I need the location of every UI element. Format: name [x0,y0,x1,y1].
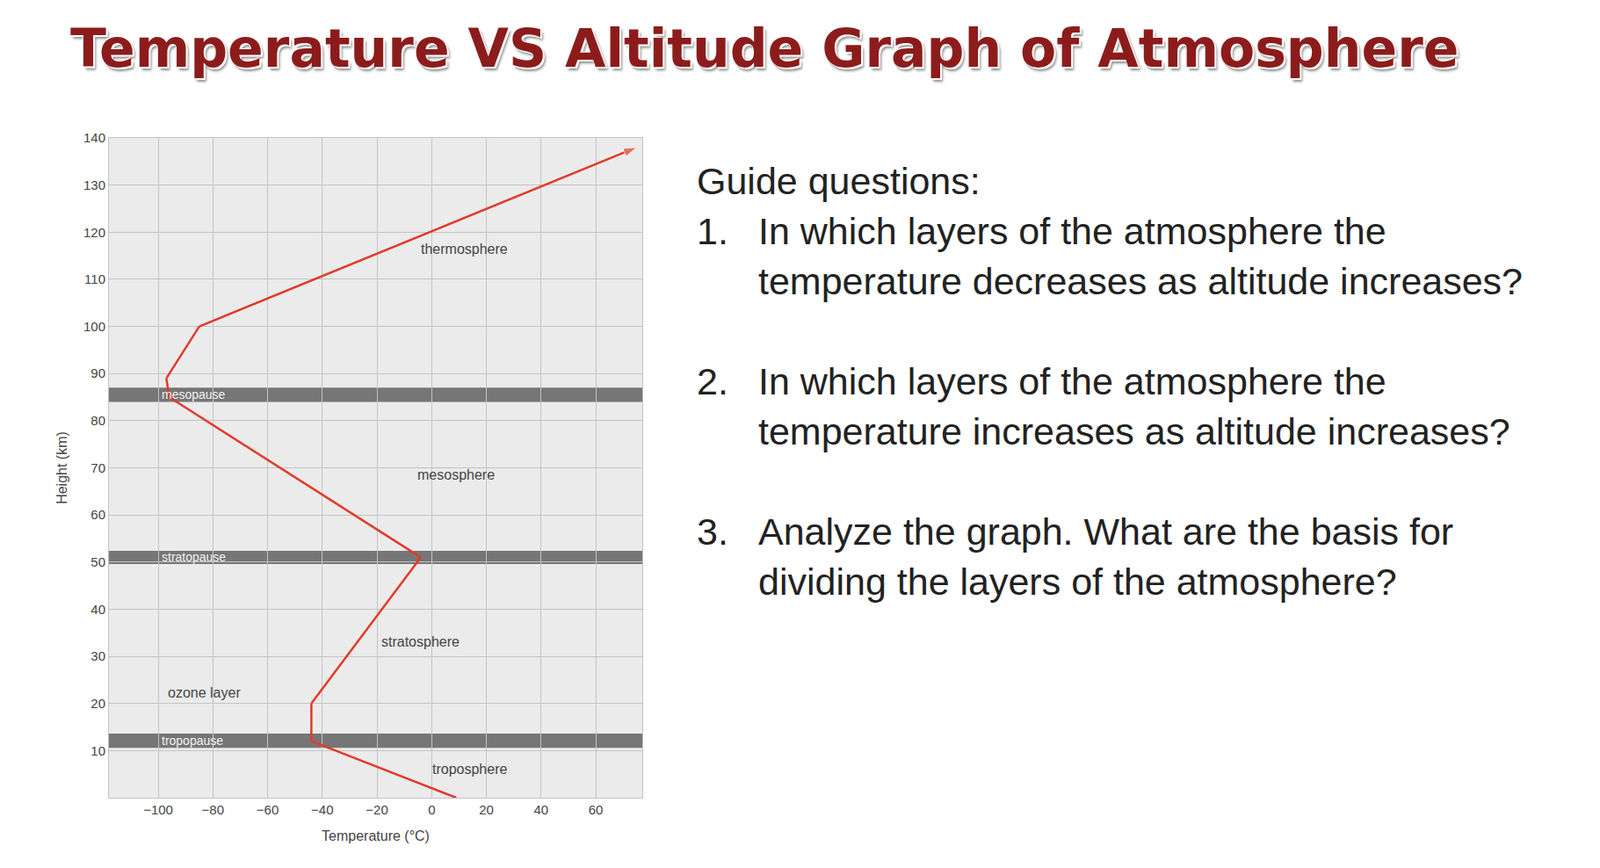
svg-text:mesosphere: mesosphere [417,467,495,483]
svg-text:90: 90 [90,365,106,381]
svg-text:130: 130 [83,177,106,193]
svg-text:−40: −40 [311,802,334,818]
svg-text:20: 20 [478,802,494,818]
svg-text:40: 40 [533,802,549,818]
html-text:In which layers of the atmosph: In which layers of the atmosphere the te… [758,360,1511,453]
svg-text:−20: −20 [365,802,388,818]
svg-text:100: 100 [83,318,106,334]
svg-text:stratosphere: stratosphere [381,634,460,650]
svg-text:thermosphere: thermosphere [420,241,508,257]
svg-text:20: 20 [90,695,106,711]
svg-text:−80: −80 [202,802,225,818]
svg-text:30: 30 [90,648,106,664]
html-text:1.: 1. [696,209,729,253]
html-text:Analyze the graph. What are th: Analyze the graph. What are the basis fo… [758,510,1454,603]
svg-text:−60: −60 [256,802,279,818]
html-text:3.: 3. [696,510,729,553]
svg-text:ozone layer: ozone layer [167,685,241,701]
svg-text:troposphere: troposphere [432,761,507,777]
svg-text:140: 140 [83,130,106,145]
svg-text:110: 110 [84,271,106,287]
svg-text:80: 80 [90,412,106,428]
svg-text:Temperature (°C): Temperature (°C) [321,828,430,844]
svg-text:60: 60 [588,802,604,818]
svg-text:10: 10 [90,743,106,759]
svg-text:0: 0 [427,802,435,818]
svg-text:50: 50 [90,554,106,570]
html-text:In which layers of the atmosph: In which layers of the atmosphere the te… [758,209,1523,303]
svg-text:120: 120 [83,224,106,240]
svg-text:60: 60 [90,506,106,522]
svg-text:40: 40 [90,601,106,617]
svg-text:mesopause: mesopause [161,387,226,402]
svg-text:−100: −100 [143,802,174,818]
svg-text:70: 70 [90,460,106,476]
svg-text:Height (km): Height (km) [54,431,70,505]
html-text:2.: 2. [696,360,729,403]
svg-text:stratopause: stratopause [161,550,226,565]
html-text:Guide questions:: Guide questions: [696,159,981,203]
svg-text:tropopause: tropopause [161,733,224,748]
html-text:Temperature VS Altitude Graph: Temperature VS Altitude Graph of Atmosph… [70,17,1459,80]
